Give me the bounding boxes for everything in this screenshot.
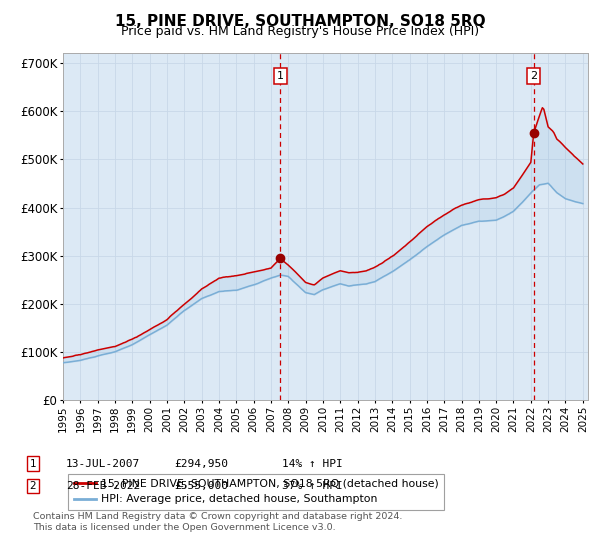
Text: 15, PINE DRIVE, SOUTHAMPTON, SO18 5RQ: 15, PINE DRIVE, SOUTHAMPTON, SO18 5RQ — [115, 14, 485, 29]
Text: 13-JUL-2007: 13-JUL-2007 — [66, 459, 140, 469]
Text: 28-FEB-2022: 28-FEB-2022 — [66, 481, 140, 491]
Text: 14% ↑ HPI: 14% ↑ HPI — [282, 459, 343, 469]
Text: £294,950: £294,950 — [174, 459, 228, 469]
Text: 1: 1 — [277, 71, 284, 81]
Text: 37% ↑ HPI: 37% ↑ HPI — [282, 481, 343, 491]
Text: £555,000: £555,000 — [174, 481, 228, 491]
Text: Contains HM Land Registry data © Crown copyright and database right 2024.
This d: Contains HM Land Registry data © Crown c… — [33, 512, 403, 532]
Text: 2: 2 — [29, 481, 37, 491]
Text: Price paid vs. HM Land Registry's House Price Index (HPI): Price paid vs. HM Land Registry's House … — [121, 25, 479, 38]
Legend: 15, PINE DRIVE, SOUTHAMPTON, SO18 5RQ (detached house), HPI: Average price, deta: 15, PINE DRIVE, SOUTHAMPTON, SO18 5RQ (d… — [68, 474, 444, 510]
Text: 1: 1 — [29, 459, 37, 469]
Text: 2: 2 — [530, 71, 537, 81]
